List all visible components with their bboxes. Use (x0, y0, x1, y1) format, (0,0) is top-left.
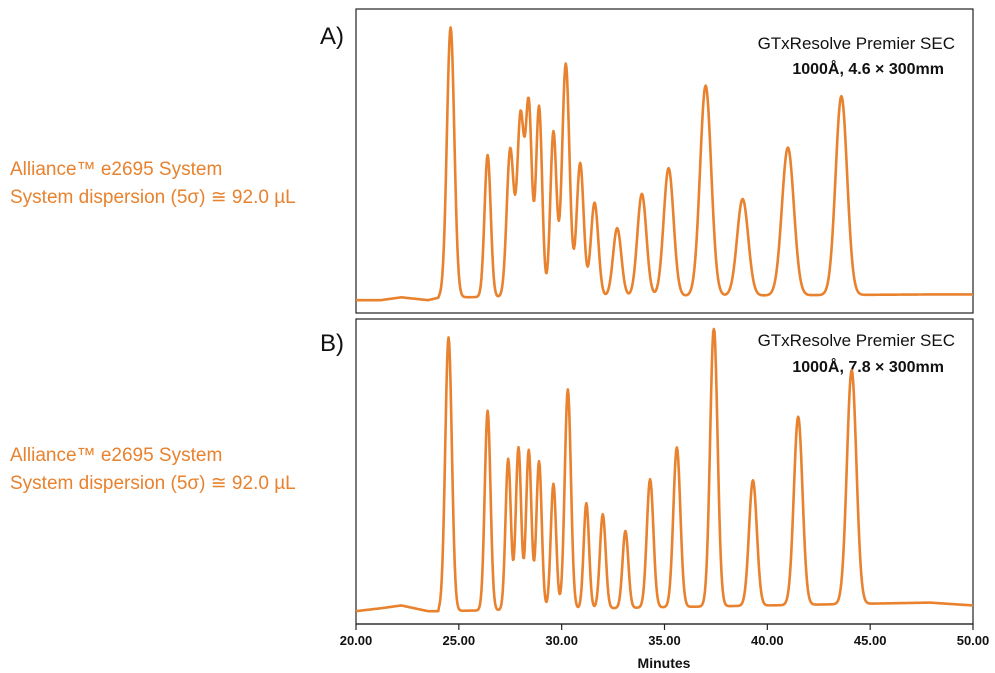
system-info-b: Alliance™ e2695 System System dispersion… (10, 442, 296, 498)
x-tick-label: 40.00 (751, 633, 784, 648)
x-tick-label: 25.00 (443, 633, 476, 648)
dispersion-label-b: System dispersion (5σ) ≅ 92.0 µL (10, 473, 296, 494)
system-info-a: Alliance™ e2695 System System dispersion… (10, 156, 296, 212)
plot-frame-a (355, 8, 974, 314)
series-line-a (355, 26, 974, 302)
panel-a: A) GTxResolve Premier SEC 1000Å, 4.6 × 3… (320, 8, 974, 314)
x-tick-label: 35.00 (648, 633, 681, 648)
x-tick-label: 50.00 (957, 633, 990, 648)
system-label-b: Alliance™ e2695 System (10, 445, 223, 466)
x-tick-label: 45.00 (854, 633, 887, 648)
panel-label-a: A) (320, 23, 344, 50)
column-title-a: GTxResolve Premier SEC (758, 34, 955, 53)
x-tick-label: 20.00 (340, 633, 373, 648)
series-line-b (355, 327, 974, 613)
column-subtitle-a: 1000Å, 4.6 × 300mm (792, 59, 944, 78)
dispersion-label-a: System dispersion (5σ) ≅ 92.0 µL (10, 187, 296, 208)
column-subtitle-b: 1000Å, 7.8 × 300mm (792, 357, 944, 376)
system-label-a: Alliance™ e2695 System (10, 159, 223, 180)
column-title-b: GTxResolve Premier SEC (758, 331, 955, 350)
x-ticks: 20.00 25.00 30.00 35.00 40.00 45.00 50.00 (340, 624, 990, 648)
x-axis-label: Minutes (638, 655, 691, 671)
x-tick-label: 30.00 (545, 633, 578, 648)
x-axis: 20.00 25.00 30.00 35.00 40.00 45.00 50.00 Minu… (340, 623, 990, 671)
panel-b: B) GTxResolve Premier SEC 1000Å, 7.8 × 3… (320, 318, 974, 625)
panel-label-b: B) (320, 330, 344, 357)
